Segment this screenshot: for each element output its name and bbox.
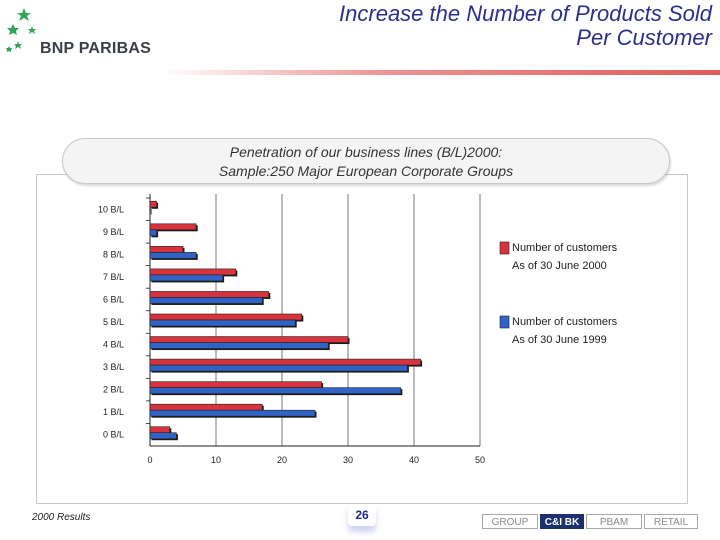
category-label: 7 B/L [103, 272, 124, 282]
bar-1999 [149, 432, 177, 440]
legend-swatch [499, 241, 510, 255]
chart-panel [36, 174, 688, 504]
bar-2000 [149, 426, 171, 434]
page-number: 26 [348, 504, 376, 526]
bar-1999 [149, 229, 157, 237]
stars-logo-icon [6, 8, 36, 52]
bar-2000 [149, 403, 263, 411]
page-title: Increase the Number of Products Sold Per… [192, 2, 712, 50]
brand-name: BNP PARIBAS [40, 40, 151, 57]
bar-2000 [149, 381, 322, 388]
chart-subtitle: Penetration of our business lines (B/L)2… [62, 138, 670, 184]
bar-2000 [149, 358, 421, 366]
footer-results-label: 2000 Results [32, 512, 91, 523]
category-label: 3 B/L [103, 362, 124, 372]
bar-2000 [149, 223, 197, 231]
bar-2000 [149, 268, 237, 276]
bar-shadow [151, 208, 152, 215]
subtitle-line-2: Sample:250 Major European Corporate Grou… [218, 163, 514, 179]
category-label: 9 B/L [103, 227, 124, 237]
bar-1999 [149, 319, 296, 327]
category-label: 5 B/L [103, 317, 124, 327]
title-underline [160, 70, 720, 75]
x-tick-label: 0 [147, 455, 152, 465]
category-label: 6 B/L [103, 294, 124, 304]
category-label: 4 B/L [103, 340, 124, 350]
bar-2000 [149, 336, 349, 343]
bar-1999 [149, 342, 329, 349]
bar-1999 [149, 297, 263, 304]
x-tick-label: 40 [409, 455, 419, 465]
title-line-2: Per Customer [576, 25, 712, 50]
section-nav: GROUP C&I BK PBAM RETAIL [482, 514, 698, 529]
category-label: 10 B/L [98, 204, 124, 214]
legend-sublabel: As of 30 June 2000 [512, 260, 607, 272]
legend-sublabel: As of 30 June 1999 [512, 334, 607, 346]
bar-1999 [149, 274, 223, 282]
bnp-paribas-logo: BNP PARIBAS [4, 6, 174, 70]
bar-1999 [149, 409, 316, 417]
bar-2000 [149, 200, 157, 208]
category-label: 0 B/L [103, 430, 124, 440]
x-tick-label: 10 [211, 455, 221, 465]
bar-1999 [149, 364, 408, 372]
nav-retail[interactable]: RETAIL [644, 514, 698, 529]
category-label: 8 B/L [103, 249, 124, 259]
bar-2000 [149, 246, 184, 253]
subtitle-line-1: Penetration of our business lines (B/L)2… [229, 144, 503, 160]
legend-label: Number of customers [512, 242, 618, 254]
title-line-1: Increase the Number of Products Sold [339, 1, 712, 26]
category-label: 2 B/L [103, 385, 124, 395]
x-tick-label: 30 [343, 455, 353, 465]
bar-2000 [149, 291, 270, 298]
x-tick-label: 20 [277, 455, 287, 465]
bar-2000 [149, 313, 303, 321]
nav-group[interactable]: GROUP [482, 514, 538, 529]
bar-1999 [149, 252, 197, 259]
nav-ci-bk[interactable]: C&I BK [540, 514, 584, 529]
x-tick-label: 50 [475, 455, 485, 465]
legend-swatch [499, 315, 510, 329]
bar-1999 [149, 206, 151, 214]
nav-pbam[interactable]: PBAM [586, 514, 642, 529]
legend-label: Number of customers [512, 316, 618, 328]
category-label: 1 B/L [103, 407, 124, 417]
bar-1999 [149, 387, 402, 394]
